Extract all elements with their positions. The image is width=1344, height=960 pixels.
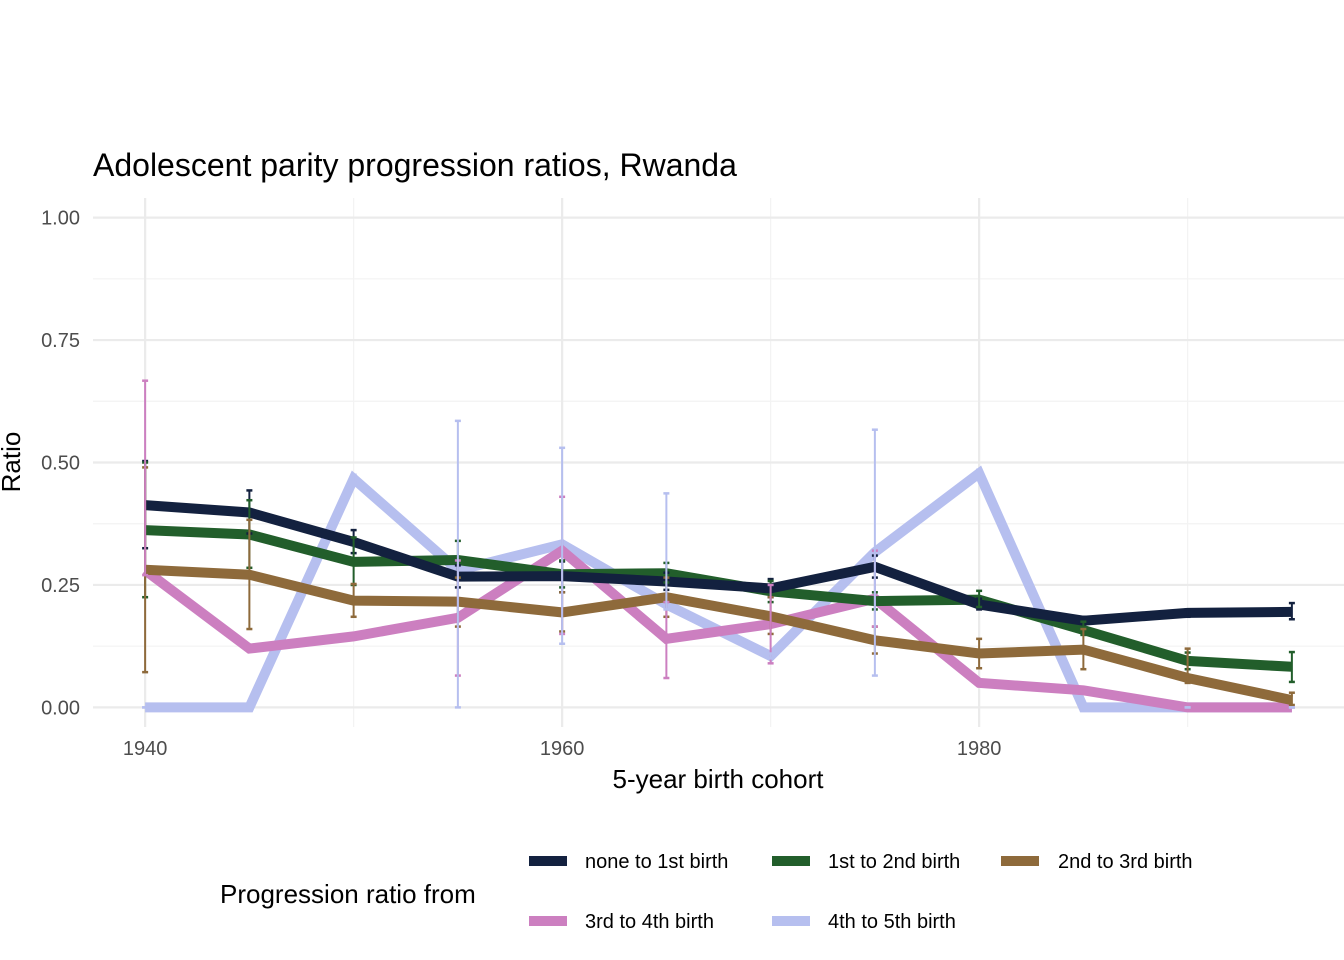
error-bar — [1184, 608, 1191, 619]
legend-title: Progression ratio from — [220, 879, 476, 909]
x-tick-label: 1980 — [957, 738, 1002, 760]
error-bar — [976, 637, 983, 670]
error-bar — [976, 589, 983, 609]
legend-item: none to 1st birth — [529, 851, 728, 873]
legend-item: 4th to 5th birth — [772, 911, 956, 933]
legend-item: 2nd to 3rd birth — [1001, 851, 1193, 873]
error-bar — [350, 632, 357, 641]
error-bar — [1184, 647, 1191, 685]
y-axis-ticks: 0.00 0.25 0.50 0.75 1.00 — [41, 208, 80, 720]
legend-label: 1st to 2nd birth — [828, 851, 960, 873]
legend-item: 1st to 2nd birth — [772, 851, 960, 873]
chart-title: Adolescent parity progression ratios, Rw… — [93, 147, 737, 183]
error-bar — [350, 582, 357, 619]
legend-label: 2nd to 3rd birth — [1058, 851, 1193, 873]
error-bar — [142, 379, 149, 577]
error-bars — [142, 379, 1295, 709]
y-tick-label: 1.00 — [41, 208, 80, 230]
error-bar — [1288, 691, 1295, 707]
error-bar — [976, 679, 983, 687]
error-bar — [1288, 650, 1295, 684]
series-line-3rd-to-4th-birth — [142, 544, 1292, 713]
error-bar — [454, 419, 461, 709]
x-tick-label: 1960 — [540, 738, 585, 760]
error-bar — [1288, 601, 1295, 621]
y-tick-label: 0.00 — [41, 697, 80, 719]
legend: Progression ratio from none to 1st birth… — [220, 851, 1193, 933]
error-bar — [663, 492, 670, 611]
y-tick-label: 0.50 — [41, 453, 80, 475]
x-axis-title: 5-year birth cohort — [613, 764, 825, 794]
error-bar — [1080, 627, 1087, 671]
error-bar — [767, 652, 774, 660]
y-tick-label: 0.75 — [41, 330, 80, 352]
error-bar — [246, 518, 253, 631]
legend-label: 4th to 5th birth — [828, 911, 956, 933]
error-bar — [1080, 686, 1087, 694]
y-tick-label: 0.25 — [41, 575, 80, 597]
x-tick-label: 1940 — [123, 738, 168, 760]
error-bar — [976, 468, 983, 479]
x-axis-ticks: 1940 1960 1980 — [123, 738, 1002, 760]
legend-item: 3rd to 4th birth — [529, 911, 714, 933]
legend-label: none to 1st birth — [585, 851, 728, 873]
series-lines — [142, 465, 1293, 713]
series-line-none-to-1st-birth — [144, 500, 1292, 626]
error-bar — [246, 644, 253, 653]
error-bar — [350, 473, 357, 484]
error-bar — [871, 428, 878, 677]
error-bar — [767, 583, 774, 665]
legend-label: 3rd to 4th birth — [585, 911, 714, 933]
y-axis-title: Ratio — [0, 432, 26, 493]
series-line-2nd-to-3rd-birth — [144, 564, 1293, 705]
error-bar — [559, 446, 566, 645]
